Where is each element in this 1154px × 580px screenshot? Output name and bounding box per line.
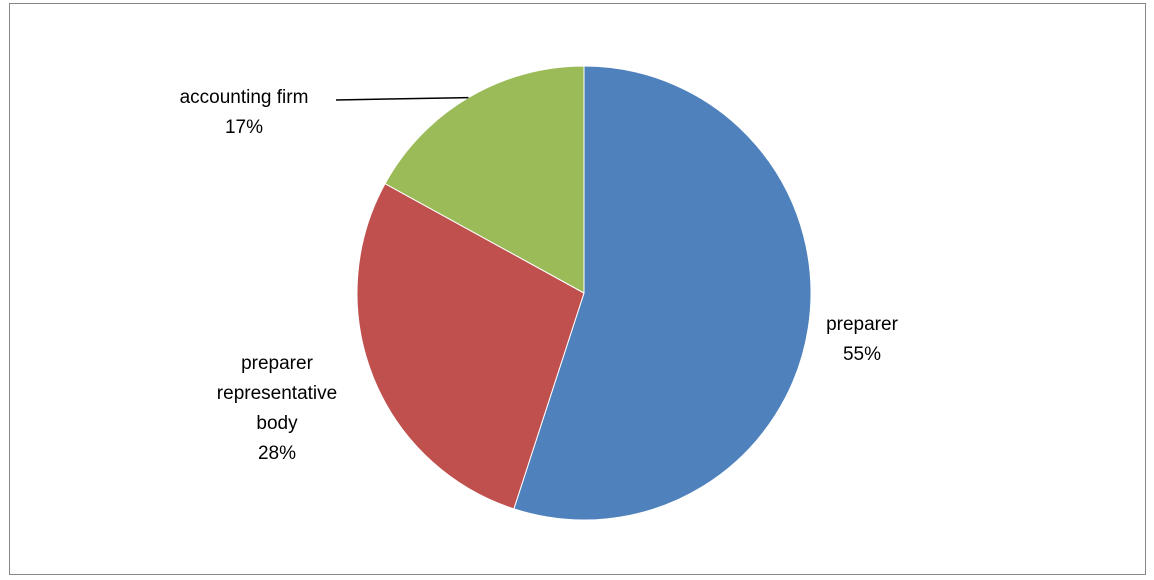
data-label-text: accounting firm — [180, 87, 309, 108]
data-label-text: body — [256, 413, 298, 434]
pie-slice-preparer-representative-body — [356, 182, 585, 510]
data-label-value: 28% — [258, 443, 296, 464]
pie-slice-accounting-firm — [384, 65, 585, 294]
data-label-preparer-representative-body: preparer representative body 28% — [217, 353, 337, 464]
data-labels: preparer 55% preparer representative body 28%… — [180, 87, 899, 464]
data-label-text: preparer — [826, 314, 898, 335]
leader-lines — [335, 96, 469, 101]
data-label-accounting-firm: accounting firm 17% — [180, 87, 309, 138]
data-label-preparer: preparer 55% — [826, 314, 898, 365]
data-label-text: representative — [217, 383, 337, 404]
pie-slices — [356, 65, 812, 521]
data-label-text: preparer — [241, 353, 313, 374]
pie-slice-preparer — [513, 65, 812, 521]
data-label-value: 17% — [225, 117, 263, 138]
leader-line-accounting-firm — [335, 96, 469, 101]
data-label-value: 55% — [843, 344, 881, 365]
